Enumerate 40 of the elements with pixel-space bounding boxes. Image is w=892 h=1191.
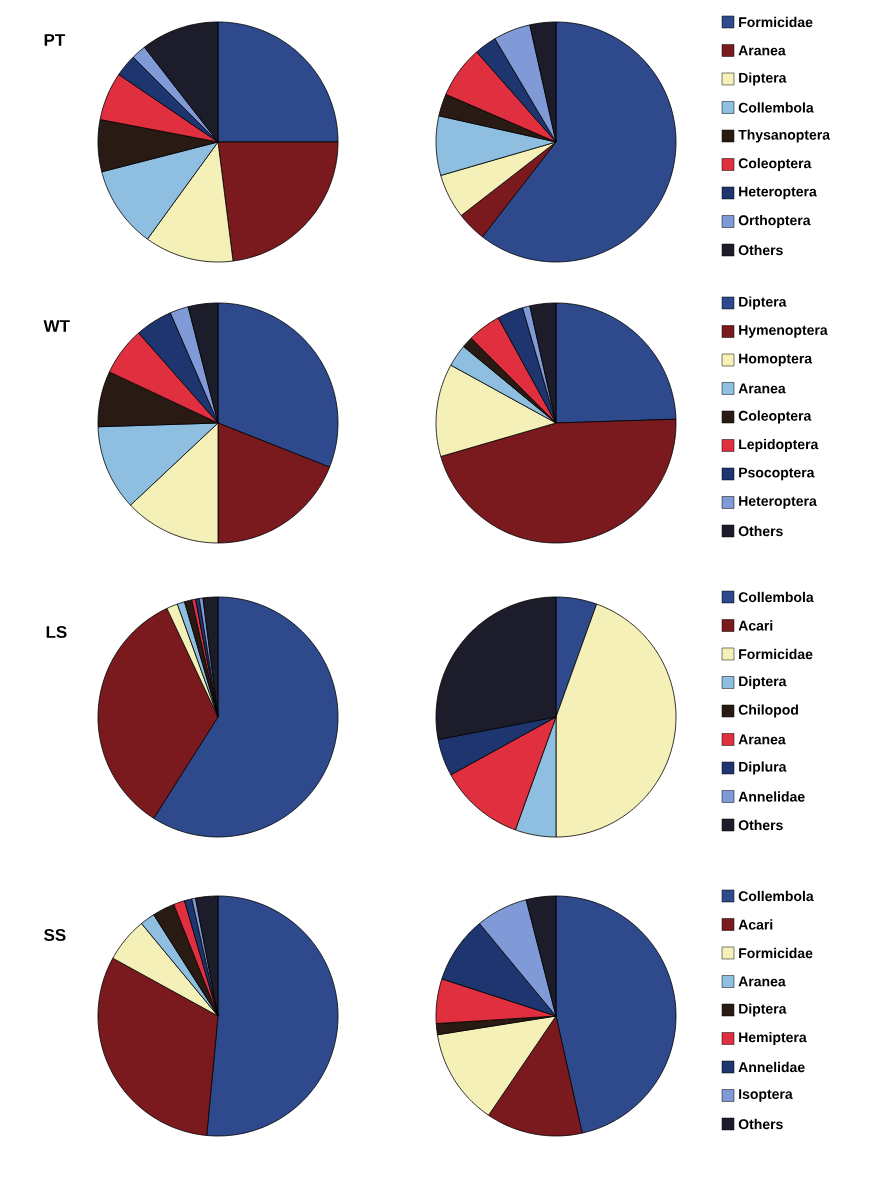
legend-label: Aranea: [738, 45, 786, 56]
text: SS: [44, 928, 66, 942]
legend-label: Others: [738, 1118, 783, 1130]
legend-label: Psocoptera: [739, 467, 815, 481]
legend-label: Aranea: [738, 734, 786, 745]
legend-label: Collembola: [738, 890, 814, 902]
text: LS: [46, 625, 67, 639]
legend-label: Acari: [738, 919, 773, 930]
legend-label: Collembola: [738, 102, 814, 113]
legend-label: Others: [738, 819, 783, 831]
legend-label: Annelidae: [738, 791, 805, 802]
legend-label: Lepidoptera: [739, 438, 819, 453]
legend-label: Homoptera: [739, 353, 813, 367]
legend-label: Formicidae: [739, 16, 813, 28]
text: WT: [43, 320, 70, 332]
legend-label: Hymenoptera: [739, 325, 828, 338]
legend-label: Annelidae: [738, 1061, 805, 1073]
legend-label: Hemiptera: [739, 1031, 807, 1046]
legend-label: Coleoptera: [738, 410, 812, 424]
legend-label: Heteroptera: [739, 186, 817, 200]
legend-label: Diplura: [739, 761, 787, 775]
legend-label: Diptera: [739, 1003, 787, 1017]
legend-label: Coleoptera: [738, 157, 812, 172]
legend-label: Chilopod: [738, 704, 798, 718]
text: PT: [44, 34, 66, 46]
legend-label: Orthoptera: [738, 214, 811, 229]
legend-label: Diptera: [739, 72, 787, 86]
legend-label: Aranea: [738, 383, 786, 394]
legend-label: Diptera: [739, 296, 787, 310]
legend-label: Acari: [738, 620, 773, 631]
legend-label: Collembola: [738, 591, 814, 603]
legend-label: Formicidae: [739, 947, 813, 959]
legend-label: Thysanoptera: [738, 129, 831, 143]
legend-label: Others: [738, 244, 783, 256]
legend-label: Aranea: [738, 976, 786, 987]
legend-label: Heteroptera: [739, 496, 817, 509]
legend-label: Formicidae: [739, 648, 813, 660]
legend-label: Isoptera: [739, 1089, 793, 1102]
legend-label: Others: [738, 525, 783, 537]
legend-label: Diptera: [739, 675, 787, 690]
